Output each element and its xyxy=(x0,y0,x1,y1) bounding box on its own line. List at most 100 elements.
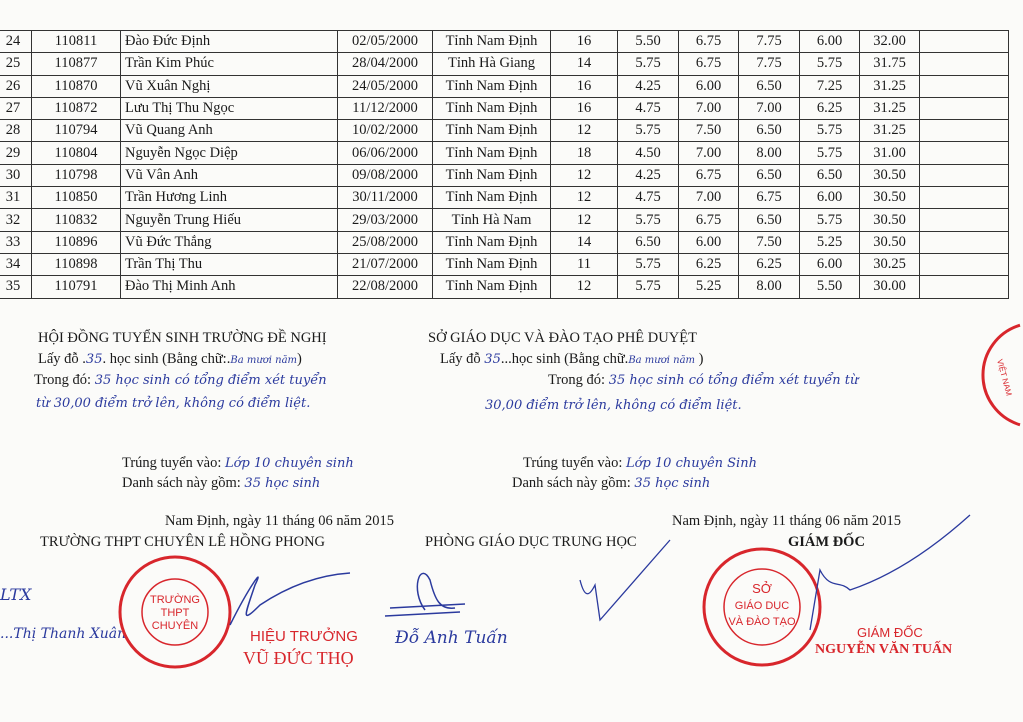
table-cell: 6.00 xyxy=(799,252,860,277)
table-row: 28 110794 Vũ Quang Anh 10/02/2000 Tỉnh Nam Đ… xyxy=(0,119,1009,143)
table-cell: 29 xyxy=(0,141,32,165)
label: Lấy đỗ xyxy=(440,351,485,367)
signature-initials: LTX xyxy=(0,585,32,604)
table-cell: 6.50 xyxy=(738,208,800,232)
right-date: Nam Định, ngày 11 tháng 06 năm 2015 xyxy=(672,513,902,529)
table-cell: 6.75 xyxy=(678,52,739,76)
table-cell xyxy=(919,275,1009,299)
handwritten-count: 35 xyxy=(484,352,501,367)
label: Trong đó: xyxy=(548,372,606,388)
table-cell: 5.50 xyxy=(617,29,679,54)
left-org: TRƯỜNG THPT CHUYÊN LÊ HỒNG PHONG xyxy=(40,534,326,550)
table-cell: 31.75 xyxy=(859,52,920,76)
edge-stamp-icon: VIỆT NAM xyxy=(981,323,1021,427)
table-cell: 11/12/2000 xyxy=(337,96,433,121)
table-cell: 5.75 xyxy=(617,208,679,232)
table-cell: Vũ Xuân Nghị xyxy=(120,74,338,98)
table-cell: 12 xyxy=(550,208,618,232)
table-cell: 14 xyxy=(550,52,618,76)
table-cell: Tỉnh Hà Giang xyxy=(432,52,551,76)
table-cell: 110811 xyxy=(31,29,121,54)
table-cell: 27 xyxy=(0,96,32,121)
table-cell: 4.25 xyxy=(617,74,679,98)
table-cell: Tỉnh Nam Định xyxy=(432,96,551,121)
principal-title: HIỆU TRƯỞNG xyxy=(250,628,358,645)
table-cell: 16 xyxy=(550,29,618,54)
director-name: NGUYỄN VĂN TUẤN xyxy=(815,642,953,657)
table-cell: 34 xyxy=(0,252,32,277)
right-lay-do: Lấy đỗ 35...học sinh (Bằng chữ.Ba mươi n… xyxy=(440,351,703,368)
table-cell: 28 xyxy=(0,119,32,143)
table-cell xyxy=(919,163,1009,188)
label: ) xyxy=(695,351,704,367)
table-cell: 12 xyxy=(550,119,618,143)
table-cell: Lưu Thị Thu Ngọc xyxy=(120,96,338,121)
table-cell: 7.00 xyxy=(678,186,739,210)
table-cell: 6.25 xyxy=(738,252,800,277)
table-cell: 4.50 xyxy=(617,141,679,165)
left-trong-do: Trong đó: 35 học sinh có tổng điểm xét t… xyxy=(34,372,327,389)
label: Lấy đỗ . xyxy=(38,351,86,367)
handwritten-count: 35 học sinh xyxy=(634,476,711,491)
table-cell xyxy=(919,74,1009,98)
table-cell: 6.50 xyxy=(738,163,800,188)
table-cell: 31.25 xyxy=(859,74,920,98)
director-title: GIÁM ĐỐC xyxy=(857,625,923,640)
table-cell: 5.75 xyxy=(799,119,860,143)
table-cell: 18 xyxy=(550,141,618,165)
svg-text:TRƯỜNG: TRƯỜNG xyxy=(150,593,200,606)
table-cell: 7.75 xyxy=(738,29,800,54)
results-table: 24 110811 Đào Đức Định 02/05/2000 Tỉnh Nam Đ… xyxy=(0,29,1009,299)
handwritten-words: Ba mươi năm xyxy=(628,355,696,366)
signer-name-handwritten: ...Thị Thanh Xuân xyxy=(0,626,127,642)
table-cell: 29/03/2000 xyxy=(337,208,433,232)
table-cell: 30.50 xyxy=(859,186,920,210)
table-cell: 12 xyxy=(550,275,618,299)
left-date: Nam Định, ngày 11 tháng 06 năm 2015 xyxy=(165,513,395,529)
table-cell: 110832 xyxy=(31,208,121,232)
table-cell: Tỉnh Nam Định xyxy=(432,29,551,54)
table-cell: Tỉnh Nam Định xyxy=(432,74,551,98)
table-row: 26 110870 Vũ Xuân Nghị 24/05/2000 Tỉnh Nam Đ… xyxy=(0,74,1009,98)
table-cell: 6.50 xyxy=(617,230,679,254)
table-cell: 110850 xyxy=(31,186,121,210)
table-cell: 4.75 xyxy=(617,96,679,121)
label: Danh sách này gồm: xyxy=(512,475,631,491)
label: . học sinh (Bằng chữ:. xyxy=(102,351,231,367)
edge-stamp-text: VIỆT NAM xyxy=(995,358,1014,397)
table-cell: Đào Đức Định xyxy=(120,29,338,54)
table-cell: 6.00 xyxy=(799,186,860,210)
table-cell: 5.75 xyxy=(799,141,860,165)
table-cell: 7.00 xyxy=(678,141,739,165)
table-cell: Trần Thị Thu xyxy=(120,252,338,277)
handwritten-note-line2: 30,00 điểm trở lên, không có điểm liệt. xyxy=(485,398,742,413)
table-cell: 110896 xyxy=(31,230,121,254)
table-cell: 4.25 xyxy=(617,163,679,188)
table-cell: 6.00 xyxy=(799,29,860,54)
table-cell: 6.50 xyxy=(799,163,860,188)
table-cell: 24/05/2000 xyxy=(337,74,433,98)
table-cell: 7.00 xyxy=(678,96,739,121)
table-row: 24 110811 Đào Đức Định 02/05/2000 Tỉnh Nam Đ… xyxy=(0,29,1009,54)
table-cell: 110798 xyxy=(31,163,121,188)
table-cell: 32 xyxy=(0,208,32,232)
table-cell: 5.75 xyxy=(617,52,679,76)
table-cell xyxy=(919,230,1009,254)
director-signature-icon xyxy=(809,514,971,631)
table-cell: 25 xyxy=(0,52,32,76)
table-cell: Tỉnh Nam Định xyxy=(432,163,551,188)
table-cell xyxy=(919,29,1009,54)
table-cell: Vũ Vân Anh xyxy=(120,163,338,188)
table-cell: 25/08/2000 xyxy=(337,230,433,254)
table-cell: 33 xyxy=(0,230,32,254)
label: ...học sinh (Bằng chữ. xyxy=(500,351,629,367)
table-cell: 110870 xyxy=(31,74,121,98)
left-trung-tuyen: Trúng tuyển vào: Lớp 10 chuyên sinh xyxy=(122,455,354,472)
svg-text:SỞ: SỞ xyxy=(752,581,772,596)
svg-text:THPT: THPT xyxy=(161,607,190,619)
table-cell: 16 xyxy=(550,74,618,98)
table-cell: 5.50 xyxy=(799,275,860,299)
table-cell: 110794 xyxy=(31,119,121,143)
table-cell xyxy=(919,252,1009,277)
table-cell: Tỉnh Nam Định xyxy=(432,186,551,210)
